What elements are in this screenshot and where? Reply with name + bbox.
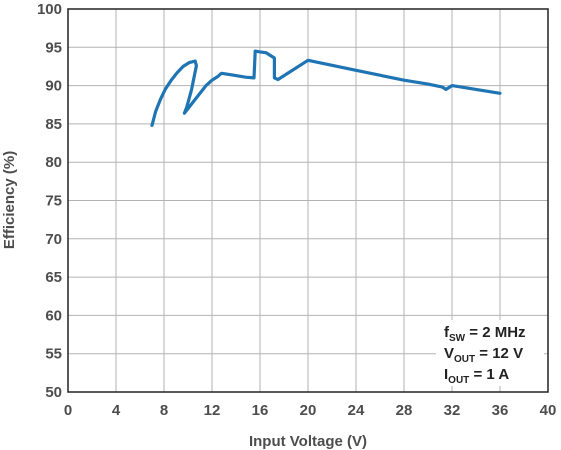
- x-tick-label: 0: [64, 402, 72, 419]
- y-axis-title: Efficiency (%): [1, 151, 18, 249]
- y-tick-label: 70: [45, 231, 62, 248]
- x-tick-label: 12: [204, 402, 221, 419]
- y-tick-label: 80: [45, 154, 62, 171]
- x-tick-label: 24: [348, 402, 365, 419]
- annotation-background: [436, 320, 544, 386]
- x-tick-label: 8: [160, 402, 168, 419]
- y-tick-label: 85: [45, 116, 62, 133]
- y-tick-label: 65: [45, 269, 62, 286]
- x-axis-title: Input Voltage (V): [249, 433, 367, 450]
- annotation-line: IOUT = 1 A: [444, 366, 509, 386]
- y-tick-label: 50: [45, 384, 62, 401]
- x-tick-label: 20: [300, 402, 317, 419]
- series-layer: [150, 49, 502, 127]
- x-tick-label: 4: [112, 402, 121, 419]
- x-tick-label: 40: [540, 402, 557, 419]
- x-tick-label: 28: [396, 402, 413, 419]
- efficiency-series-line: [150, 49, 502, 127]
- y-tick-label: 90: [45, 78, 62, 95]
- plot-border: [67, 8, 549, 393]
- plot-frame: [67, 8, 549, 393]
- annotation-line: fSW = 2 MHz: [444, 324, 526, 344]
- y-tick-label: 100: [37, 1, 62, 18]
- y-tick-label: 95: [45, 39, 62, 56]
- x-tick-label: 36: [492, 402, 509, 419]
- x-tick-label: 16: [252, 402, 269, 419]
- annotation-line: VOUT = 12 V: [444, 345, 523, 365]
- y-tick-label: 60: [45, 307, 62, 324]
- tick-labels: 0 4 8 12 16 20 24 28 32 36 40 50 55 60 65 70 75 80 85 90 95 1…: [37, 1, 556, 419]
- x-tick-label: 32: [444, 402, 461, 419]
- y-tick-label: 55: [45, 346, 62, 363]
- y-tick-label: 75: [45, 193, 62, 210]
